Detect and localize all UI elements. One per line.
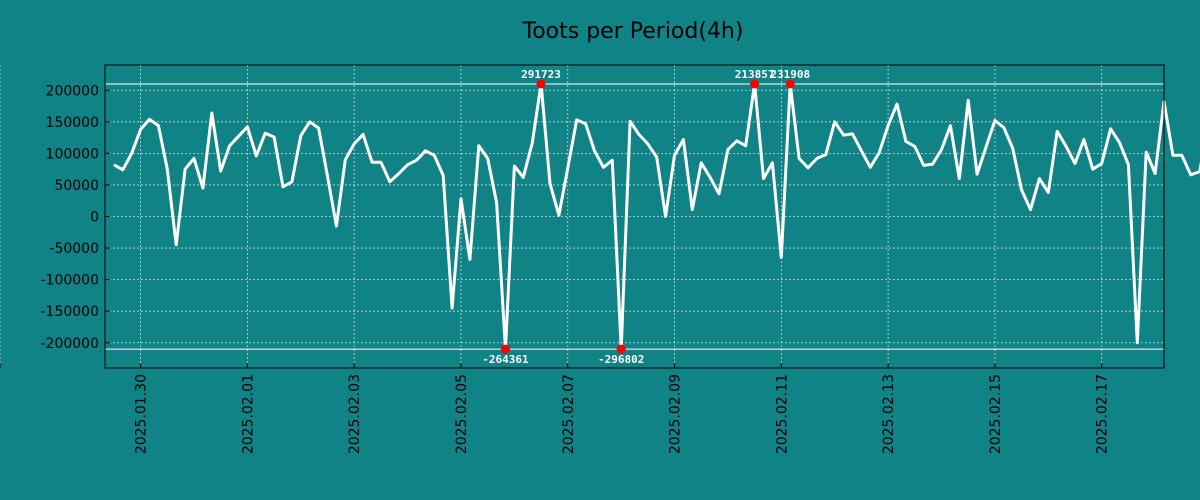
peak-label: 291723 <box>521 68 561 81</box>
y-axis: 200000 150000 100000 50000 0 -50000 -100000 -15… <box>41 83 110 352</box>
y-tick-label: 50000 <box>54 178 99 194</box>
peak-label: -264361 <box>482 353 529 366</box>
x-tick-label: 2025.02.05 <box>454 374 470 454</box>
marker-layer <box>500 79 795 354</box>
chart-title: Toots per Period(4h) <box>522 19 744 44</box>
peak-marker <box>536 79 546 89</box>
y-tick-label: 150000 <box>46 115 99 131</box>
x-tick-label: 2025.02.15 <box>988 374 1004 454</box>
series-layer <box>113 82 1200 351</box>
peak-label: 231908 <box>770 68 810 81</box>
peak-marker <box>785 79 795 89</box>
peak-label: 213857 <box>735 68 775 81</box>
peak-label: -296802 <box>598 353 644 366</box>
x-tick-label: 2025.01.30 <box>134 374 150 454</box>
x-tick-label: 2025.02.01 <box>240 374 256 454</box>
grid-layer <box>0 65 1164 368</box>
y-tick-label: -200000 <box>41 336 100 352</box>
y-tick-label: -100000 <box>41 273 100 289</box>
peak-marker <box>616 344 626 354</box>
y-tick-label: 0 <box>90 210 99 226</box>
x-tick-label: 2025.02.07 <box>561 374 577 454</box>
y-tick-label: 100000 <box>46 146 99 162</box>
clip-lines <box>105 83 1164 350</box>
y-tick-label: -50000 <box>49 241 99 257</box>
y-tick-label: 200000 <box>46 83 99 99</box>
x-tick-label: 2025.02.03 <box>347 374 363 454</box>
x-tick-label: 2025.02.09 <box>668 374 684 454</box>
x-tick-label: 2025.02.17 <box>1095 374 1111 454</box>
peak-marker <box>500 344 510 354</box>
x-tick-label: 2025.02.13 <box>881 374 897 454</box>
x-axis: 2025.01.30 2025.02.01 2025.02.03 2025.02.05… <box>0 363 1111 454</box>
x-tick-label: 2025.02.11 <box>774 374 790 454</box>
series-line-toots <box>113 82 1200 351</box>
y-tick-label: -150000 <box>41 304 100 320</box>
peak-marker <box>750 79 760 89</box>
